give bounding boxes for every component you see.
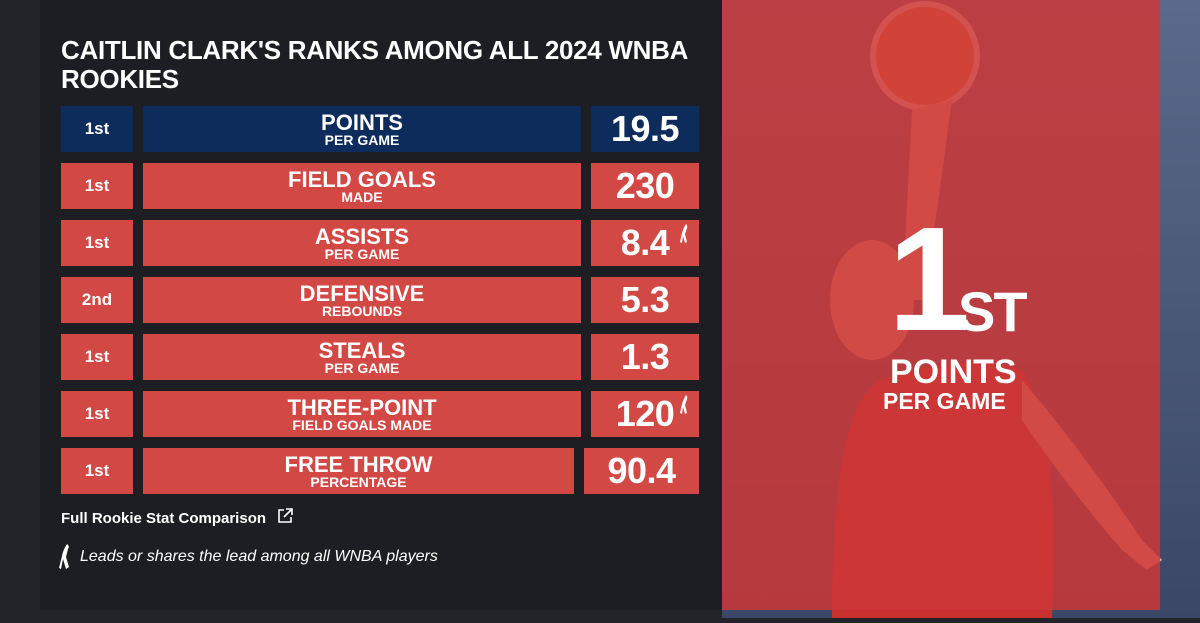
stat-box: ASSISTS PER GAME [143, 220, 581, 266]
feature-number: 1 [888, 197, 970, 362]
stat-value: 19.5 [591, 106, 699, 152]
stat-box: THREE-POINT FIELD GOALS MADE [143, 391, 581, 437]
stat-sub: PERCENTAGE [310, 473, 407, 490]
stat-sub: MADE [341, 188, 383, 205]
footnote: Leads or shares the lead among all WNBA … [80, 548, 438, 565]
leader-icon [680, 395, 688, 414]
leader-icon-shape [680, 395, 688, 414]
stat-box: FREE THROW PERCENTAGE [143, 448, 574, 494]
rank-box: 2nd [61, 277, 133, 323]
rank-box: 1st [61, 391, 133, 437]
stat-sub: REBOUNDS [321, 302, 403, 319]
red-overlay [722, 0, 1160, 610]
stat-name: STEALS [318, 337, 406, 363]
feature-sub: PER GAME [883, 388, 1006, 414]
stat-box: DEFENSIVE REBOUNDS [143, 277, 581, 323]
stat-sub: PER GAME [324, 131, 400, 148]
stat-value: 5.3 [591, 277, 699, 323]
stat-name: POINTS [321, 109, 403, 135]
stat-name: ASSISTS [314, 223, 410, 249]
feature-stat: POINTS [890, 353, 1017, 391]
rank-box: 1st [61, 163, 133, 209]
feature-suffix: ST [958, 280, 1028, 343]
comparison-link[interactable]: Full Rookie Stat Comparison [61, 507, 294, 527]
stat-value: 90.4 [584, 448, 699, 494]
stat-sub: PER GAME [324, 359, 400, 376]
stat-name: FREE THROW [284, 451, 433, 477]
link-text[interactable]: Full Rookie Stat Comparison [61, 510, 267, 527]
external-link-icon[interactable] [276, 507, 294, 525]
rank-box: 1st [61, 106, 133, 152]
leader-icon-shape [680, 224, 688, 243]
rank-box: 1st [61, 448, 133, 494]
stat-name: FIELD GOALS [288, 166, 436, 192]
leader-icon-legend [59, 544, 69, 569]
rank-box: 1st [61, 220, 133, 266]
leader-icon [680, 224, 688, 243]
stat-box: POINTS PER GAME [143, 106, 581, 152]
title: CAITLIN CLARK'S RANKS AMONG ALL 2024 WNB… [61, 35, 688, 94]
stat-box: STEALS PER GAME [143, 334, 581, 380]
stat-box: FIELD GOALS MADE [143, 163, 581, 209]
stat-value: 120 [591, 391, 699, 437]
stat-name: DEFENSIVE [299, 280, 425, 306]
stat-value: 8.4 [591, 220, 699, 266]
stat-sub: PER GAME [324, 245, 400, 262]
stat-name: THREE-POINT [287, 394, 437, 420]
rank-box: 1st [61, 334, 133, 380]
stat-sub: FIELD GOALS MADE [292, 416, 432, 433]
stat-value: 230 [591, 163, 699, 209]
stat-value: 1.3 [591, 334, 699, 380]
